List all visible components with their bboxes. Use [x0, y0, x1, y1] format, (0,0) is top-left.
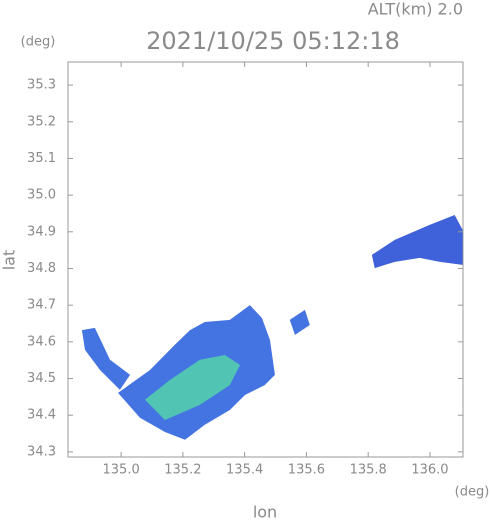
- echo-region: [289, 309, 310, 335]
- x-tick-label: 135.0: [103, 463, 140, 478]
- echo-region: [371, 214, 463, 269]
- y-tick-label: 34.7: [27, 298, 56, 313]
- x-tick-label: 135.2: [164, 463, 201, 478]
- y-tick-label: 34.6: [27, 334, 56, 349]
- chart-title: 2021/10/25 05:12:18: [146, 27, 400, 55]
- y-tick-label: 35.0: [27, 188, 56, 203]
- x-tick-label: 135.8: [350, 463, 387, 478]
- x-tick-label: 135.4: [226, 463, 263, 478]
- y-tick-label: 35.1: [27, 151, 56, 166]
- x-unit: (deg): [455, 485, 490, 500]
- y-tick-label: 34.3: [27, 444, 56, 459]
- echo-region: [81, 327, 131, 390]
- plot-frame: [67, 61, 464, 458]
- x-tick-label: 135.6: [288, 463, 325, 478]
- altitude: ALT(km) 2.0: [368, 0, 463, 19]
- x-axis-title: lon: [253, 503, 277, 521]
- y-tick-label: 34.5: [27, 371, 56, 386]
- y-tick-label: 34.8: [27, 261, 56, 276]
- y-tick-label: 34.9: [27, 224, 56, 239]
- y-tick-label: 35.2: [27, 114, 56, 129]
- x-tick-label: 136.0: [411, 463, 448, 478]
- echo-region: [144, 355, 241, 420]
- y-axis-title: lat: [0, 250, 19, 271]
- y-tick-label: 35.3: [27, 78, 56, 93]
- y-tick-label: 34.4: [27, 408, 56, 423]
- y-unit: (deg): [21, 35, 56, 50]
